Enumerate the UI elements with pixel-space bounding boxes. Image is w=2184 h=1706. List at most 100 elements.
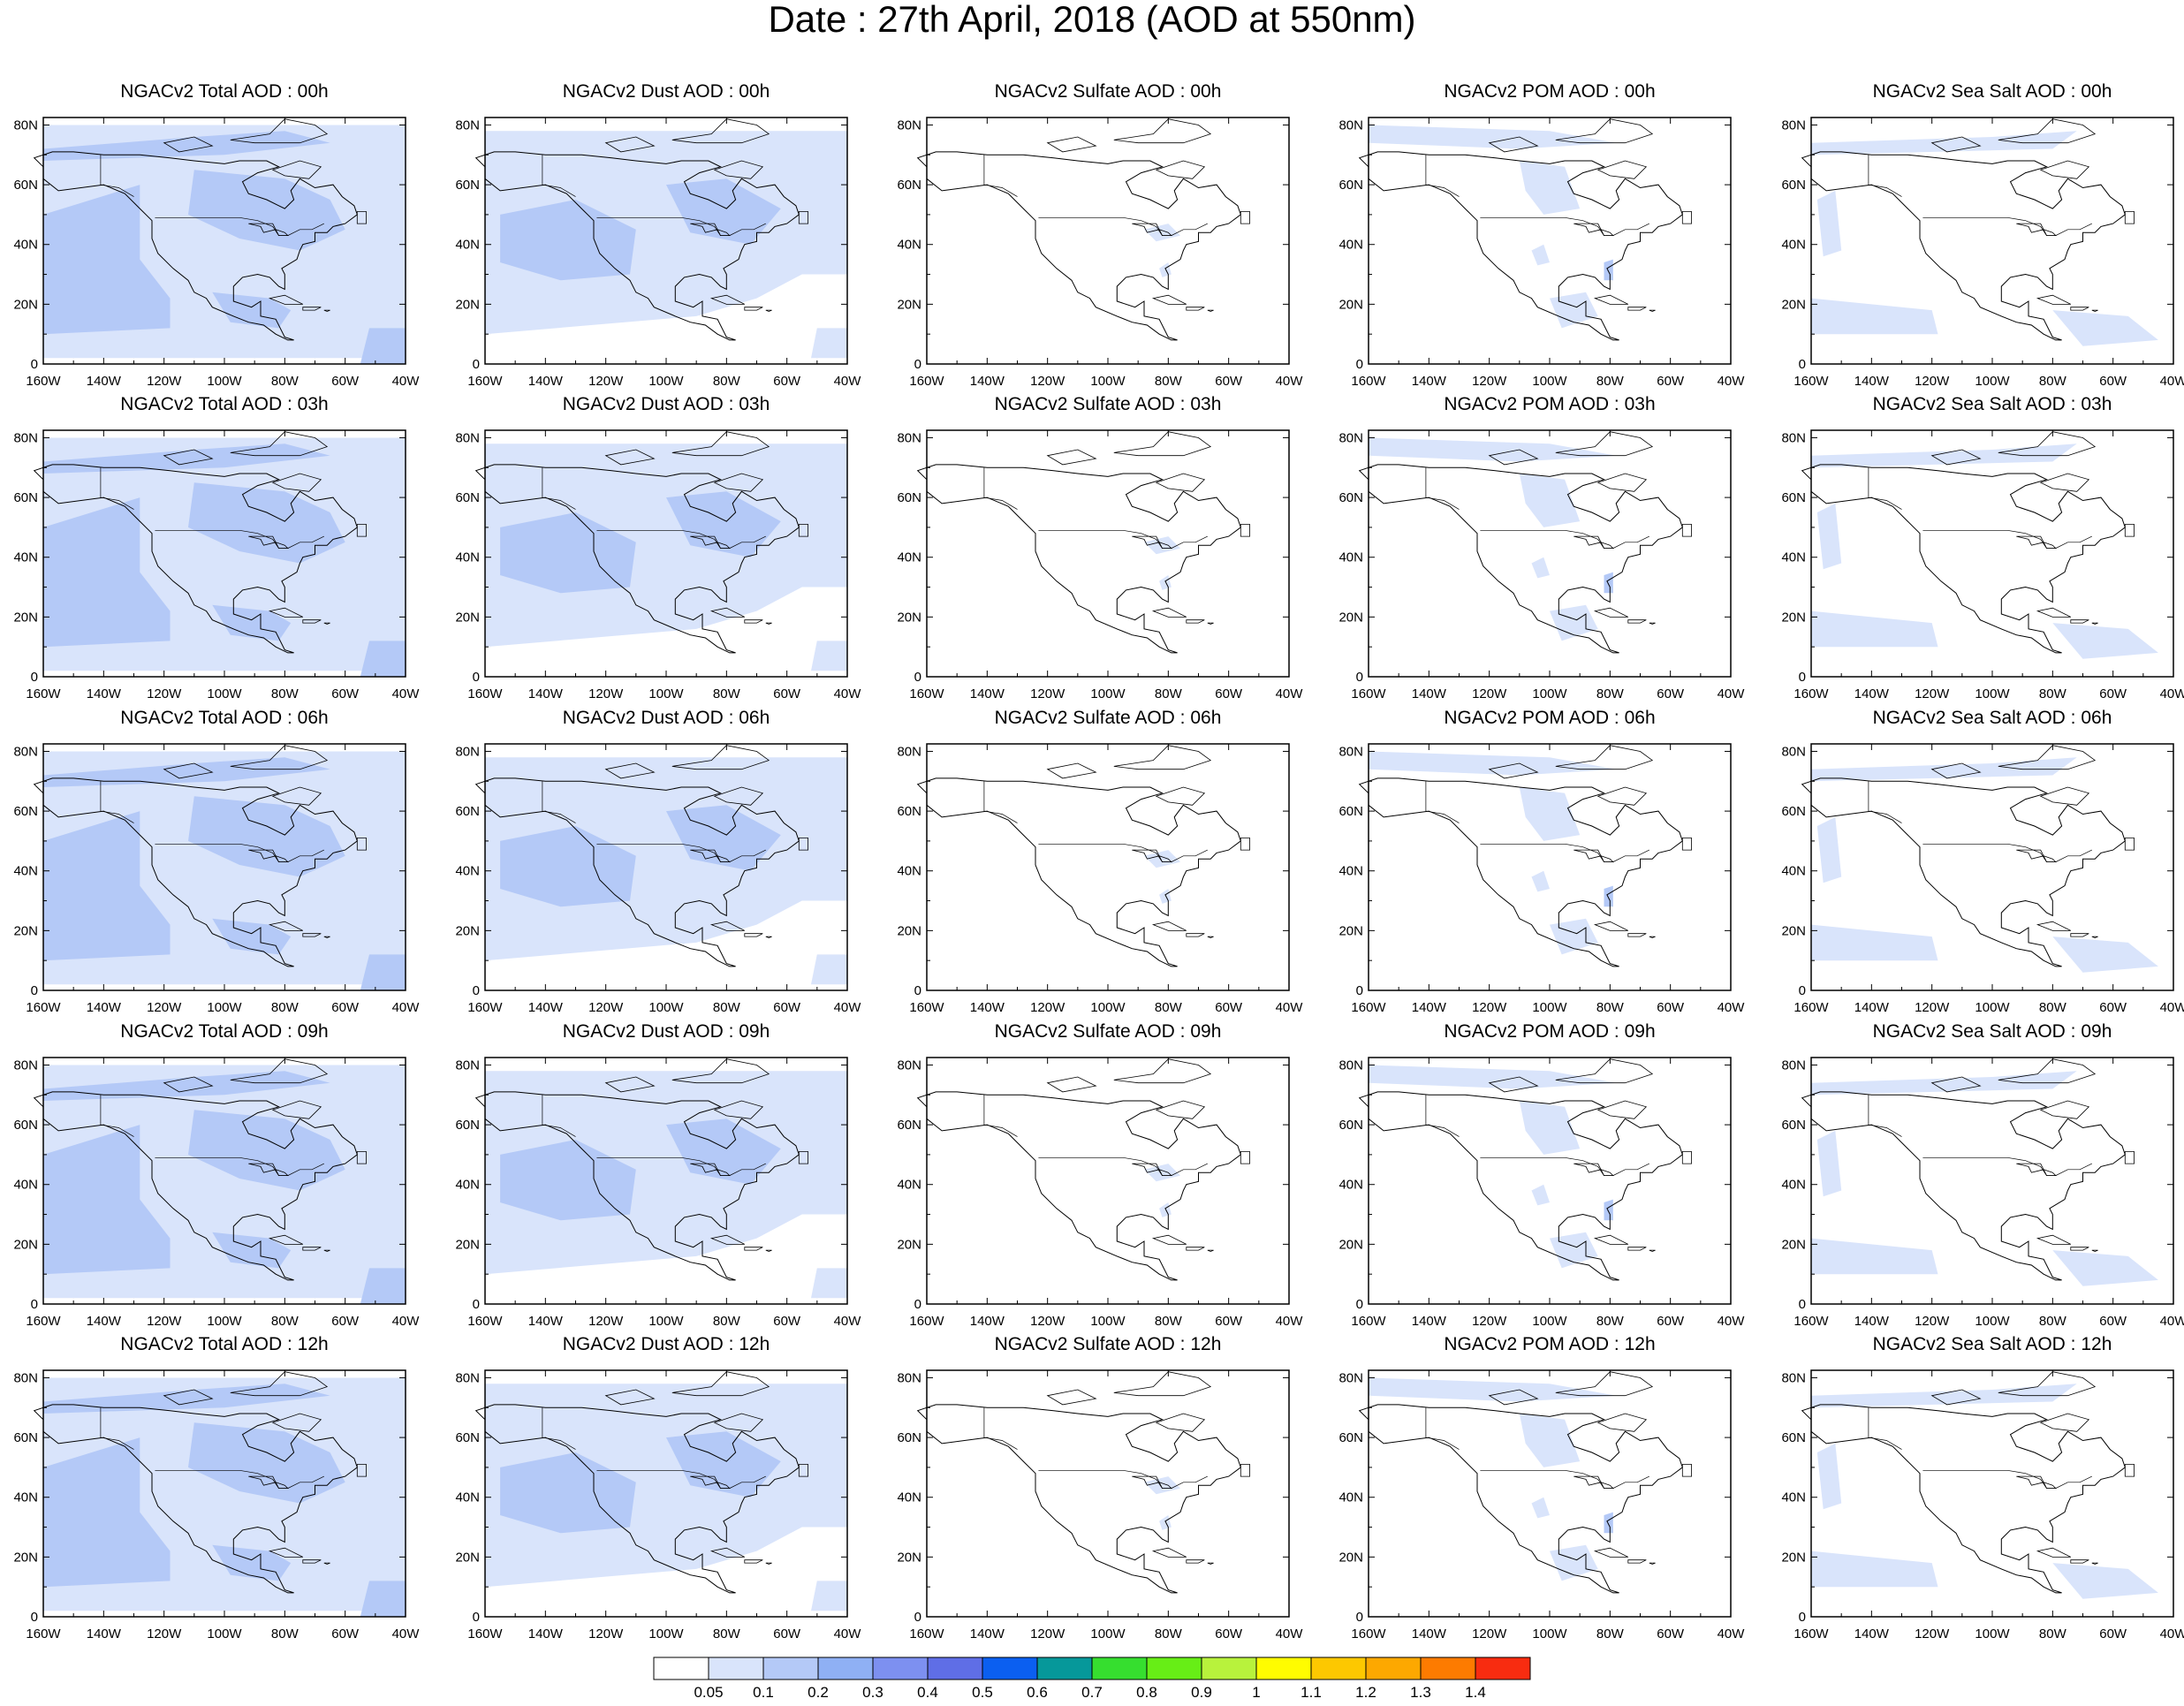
country-border	[1038, 529, 1208, 549]
lat-tick-label: 20N	[455, 297, 480, 312]
aod-shading	[212, 292, 292, 329]
lon-tick-label: 120W	[1915, 374, 1950, 389]
lon-tick-label: 40W	[1718, 686, 1746, 701]
lon-tick-label: 120W	[588, 1626, 624, 1642]
lon-tick-label: 80W	[271, 1626, 300, 1642]
coastline-island	[713, 160, 764, 179]
coastline-island	[275, 855, 289, 863]
coastline-island	[1240, 838, 1251, 851]
aod-shading	[212, 1544, 292, 1581]
aod-shading	[1519, 787, 1581, 841]
aod-shading	[1811, 757, 2077, 782]
panel-title: NGACv2 Total AOD : 06h	[120, 708, 329, 728]
lat-tick-label: 80N	[1781, 430, 1806, 445]
coastline-island	[1186, 307, 1205, 311]
lat-tick-label: 40N	[1781, 550, 1806, 565]
coastline-island	[230, 118, 329, 144]
aod-shading	[485, 444, 847, 648]
country-border	[1038, 216, 1208, 236]
lon-tick-label: 60W	[2099, 374, 2127, 389]
lon-tick-label: 140W	[970, 1626, 1005, 1642]
lat-tick-label: 0	[31, 357, 38, 372]
lat-tick-label: 0	[914, 670, 921, 685]
aod-shading	[1550, 918, 1598, 955]
coastline-island	[248, 1163, 277, 1173]
lon-tick-label: 100W	[207, 686, 242, 701]
lon-tick-label: 100W	[1975, 686, 2010, 701]
coastline-island	[717, 229, 731, 237]
country-border	[1922, 1469, 2092, 1489]
country-border	[100, 1407, 134, 1450]
coastline-island	[1240, 524, 1251, 537]
panel-title: NGACv2 Sulfate AOD : 09h	[994, 1021, 1222, 1042]
coastline-island	[1132, 849, 1160, 860]
lon-tick-label: 120W	[147, 1314, 182, 1329]
panel-title: NGACv2 POM AOD : 12h	[1444, 1334, 1656, 1354]
coastline-island	[1627, 1247, 1647, 1251]
coastline-island	[1186, 1247, 1205, 1251]
lat-tick-label: 80N	[897, 430, 921, 445]
lon-tick-label: 100W	[1532, 686, 1567, 701]
coastline-island	[1155, 160, 1206, 179]
aod-shading	[1369, 1065, 1617, 1089]
lon-tick-label: 100W	[1532, 1314, 1567, 1329]
lat-tick-label: 60N	[1781, 1118, 1806, 1133]
coastline-island	[1132, 223, 1160, 233]
coastline-island	[1593, 607, 1628, 618]
aod-shading	[188, 1422, 345, 1504]
aod-shading	[360, 1268, 406, 1304]
coastline-island	[1113, 745, 1212, 770]
colorbar-label: 1.3	[1410, 1684, 1431, 1701]
coastline-island	[268, 1547, 303, 1558]
lat-tick-label: 40N	[1338, 1490, 1363, 1505]
country-border	[542, 155, 576, 197]
coastline-island	[356, 1464, 368, 1477]
coastline-island	[1649, 936, 1656, 938]
lon-tick-label: 120W	[588, 374, 624, 389]
coastline-island	[1593, 1547, 1628, 1558]
lon-tick-label: 60W	[1657, 1314, 1685, 1329]
coastline-island	[248, 535, 277, 546]
coastline-island	[275, 542, 289, 550]
colorbar-label: 0.7	[1081, 1684, 1103, 1701]
coastline	[916, 464, 1241, 654]
lon-tick-label: 60W	[773, 1626, 801, 1642]
coastline-island	[2124, 838, 2135, 851]
lat-tick-label: 20N	[455, 610, 480, 625]
coastline-island	[2043, 1169, 2057, 1177]
coastline-island	[1240, 1151, 1251, 1164]
country-border	[100, 1095, 134, 1137]
lat-tick-label: 20N	[455, 923, 480, 938]
coastline-island	[713, 1413, 764, 1432]
colorbar-swatch	[1365, 1657, 1422, 1680]
lon-tick-label: 60W	[773, 1000, 801, 1015]
lat-tick-label: 20N	[455, 1550, 480, 1565]
aod-shading	[43, 1384, 330, 1414]
coastline-island	[323, 1249, 330, 1252]
colorbar-label: 0.2	[808, 1684, 829, 1701]
panel-title: NGACv2 Total AOD : 03h	[120, 394, 329, 414]
coastline-island	[1488, 449, 1539, 466]
coastline-island	[2016, 223, 2044, 233]
coastline-island	[1600, 542, 1614, 550]
aod-shading	[1159, 889, 1172, 904]
coastline-island	[1998, 118, 2097, 144]
lat-tick-label: 60N	[897, 490, 921, 505]
lon-tick-label: 160W	[1793, 1626, 1829, 1642]
aod-shading	[2052, 623, 2158, 659]
lat-tick-label: 0	[1799, 983, 1806, 998]
lon-tick-label: 160W	[467, 1626, 503, 1642]
coastline-island	[717, 1169, 731, 1177]
colorbar-swatch	[1036, 1657, 1093, 1680]
panel-title: NGACv2 Sulfate AOD : 12h	[994, 1334, 1222, 1354]
aod-shading	[1816, 1443, 1842, 1510]
lon-tick-label: 40W	[834, 686, 862, 701]
aod-shading	[1604, 259, 1613, 281]
aod-shading	[1144, 536, 1180, 555]
coastline	[1801, 464, 2126, 654]
aod-shading	[1811, 1551, 1938, 1588]
lon-tick-label: 160W	[26, 1314, 61, 1329]
coastline-island	[1649, 309, 1656, 312]
lon-tick-label: 160W	[1793, 686, 1829, 701]
lat-tick-label: 80N	[1781, 118, 1806, 133]
